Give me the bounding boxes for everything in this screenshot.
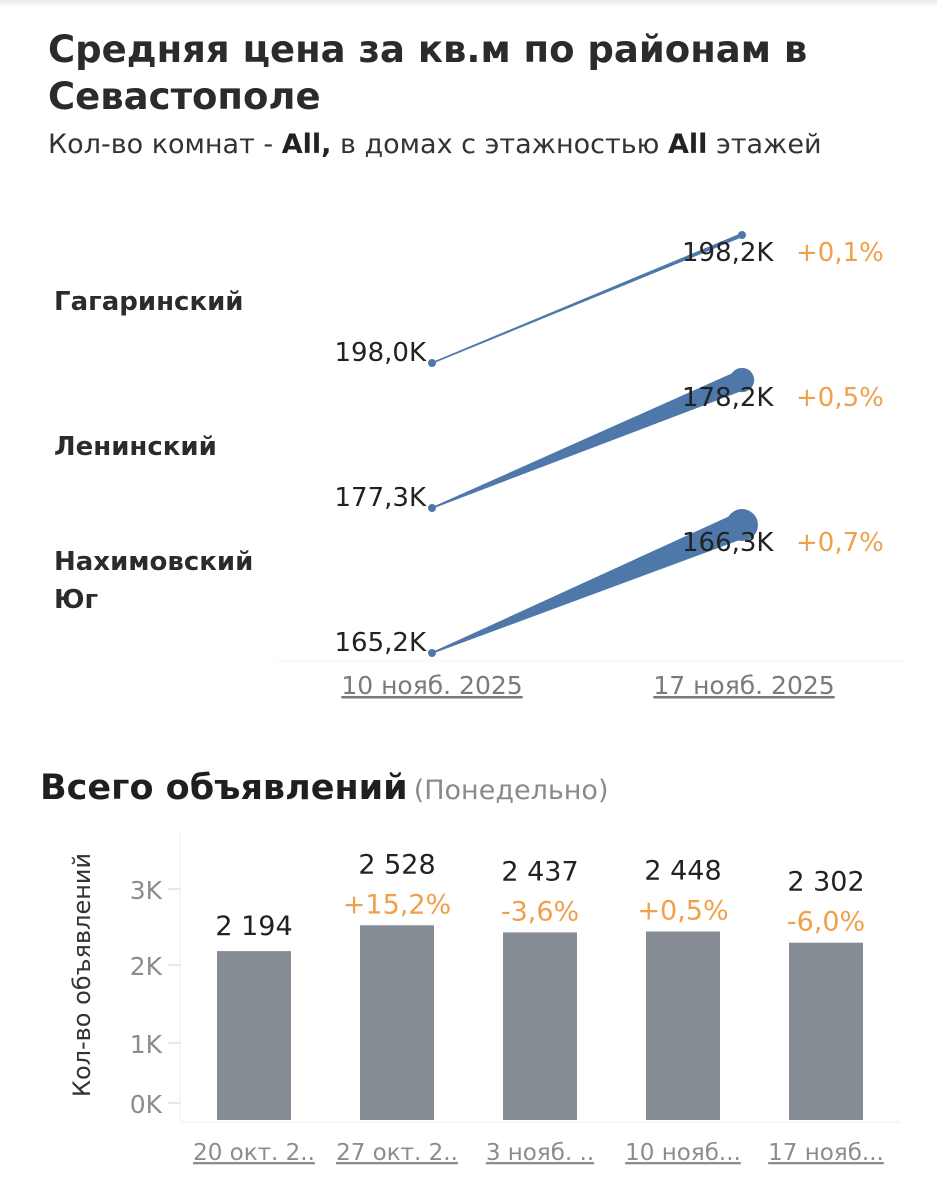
bar-value-label: 2 437 [501, 856, 578, 887]
chart-subtitle: Кол-во комнат - All, в домах с этажность… [48, 126, 848, 164]
start-point [428, 504, 436, 512]
start-value-label: 177,3K [335, 483, 427, 513]
slope-line [431, 233, 743, 364]
subtitle-floors-prefix: в домах с этажностью [331, 129, 668, 160]
change-label: +0,1% [796, 238, 884, 268]
district-label: Юг [54, 585, 98, 615]
bar-change-label: -3,6% [501, 896, 579, 927]
y-tick-label: 2K [130, 952, 163, 981]
y-tick-label: 0K [130, 1090, 163, 1119]
y-tick-label: 1K [130, 1030, 163, 1059]
end-value-label: 166,3K [682, 528, 774, 558]
change-label: +0,7% [796, 528, 884, 558]
district-label: Гагаринский [54, 287, 244, 317]
x-tick-label: 20 окт. 2.. [193, 1140, 315, 1166]
listings-chart-title: Всего объявлений (Понедельно) [40, 768, 608, 808]
change-label: +0,5% [796, 383, 884, 413]
x-tick-label: 10 нояб. 2025 [341, 671, 522, 700]
subtitle-floors-value: All [667, 129, 708, 160]
x-tick-label: 27 окт. 2.. [336, 1140, 458, 1166]
bar [789, 942, 863, 1120]
listings-title-note: (Понедельно) [413, 775, 609, 806]
bar [217, 951, 291, 1120]
start-point [428, 359, 436, 367]
y-tick-label: 3K [130, 876, 163, 905]
end-value-label: 198,2K [682, 238, 774, 268]
x-tick-label: 3 нояб. .. [486, 1140, 594, 1166]
start-point [428, 649, 436, 657]
start-value-label: 198,0K [335, 338, 427, 368]
y-axis-title: Кол-во объявлений [68, 853, 96, 1097]
bar-change-label: +15,2% [343, 889, 451, 920]
slope-line [431, 370, 746, 509]
subtitle-rooms-prefix: Кол-во комнат - [48, 129, 282, 160]
subtitle-floors-suffix: этажей [707, 129, 822, 160]
page-title: Средняя цена за кв.м по районам в Севаст… [48, 28, 808, 118]
x-tick-label: 17 нояб. 2025 [653, 671, 834, 700]
bar [646, 931, 720, 1120]
bar-value-label: 2 448 [644, 856, 721, 887]
bar-value-label: 2 302 [787, 867, 864, 898]
end-point [738, 231, 746, 239]
x-tick-label: 10 нояб... [625, 1140, 741, 1166]
bar-change-label: +0,5% [637, 896, 728, 927]
x-tick-label: 17 нояб... [768, 1140, 884, 1166]
bar [360, 925, 434, 1120]
end-value-label: 178,2K [682, 383, 774, 413]
price-slope-chart: Гагаринский 198,0K 198,2K +0,1% Ленинский 177… [54, 231, 903, 700]
end-point [726, 509, 758, 541]
district-label: Нахимовский [54, 547, 253, 577]
end-point [729, 367, 755, 393]
district-label: Ленинский [54, 432, 217, 462]
bar-value-label: 2 194 [215, 911, 292, 942]
listings-title: Всего объявлений [40, 768, 408, 808]
slope-line [431, 512, 748, 654]
subtitle-rooms-value: All, [281, 129, 332, 160]
top-edge-shadow [0, 0, 937, 8]
bar-change-label: -6,0% [787, 907, 865, 938]
start-value-label: 165,2K [335, 628, 427, 658]
bar-value-label: 2 528 [358, 849, 435, 880]
bar [503, 932, 577, 1120]
